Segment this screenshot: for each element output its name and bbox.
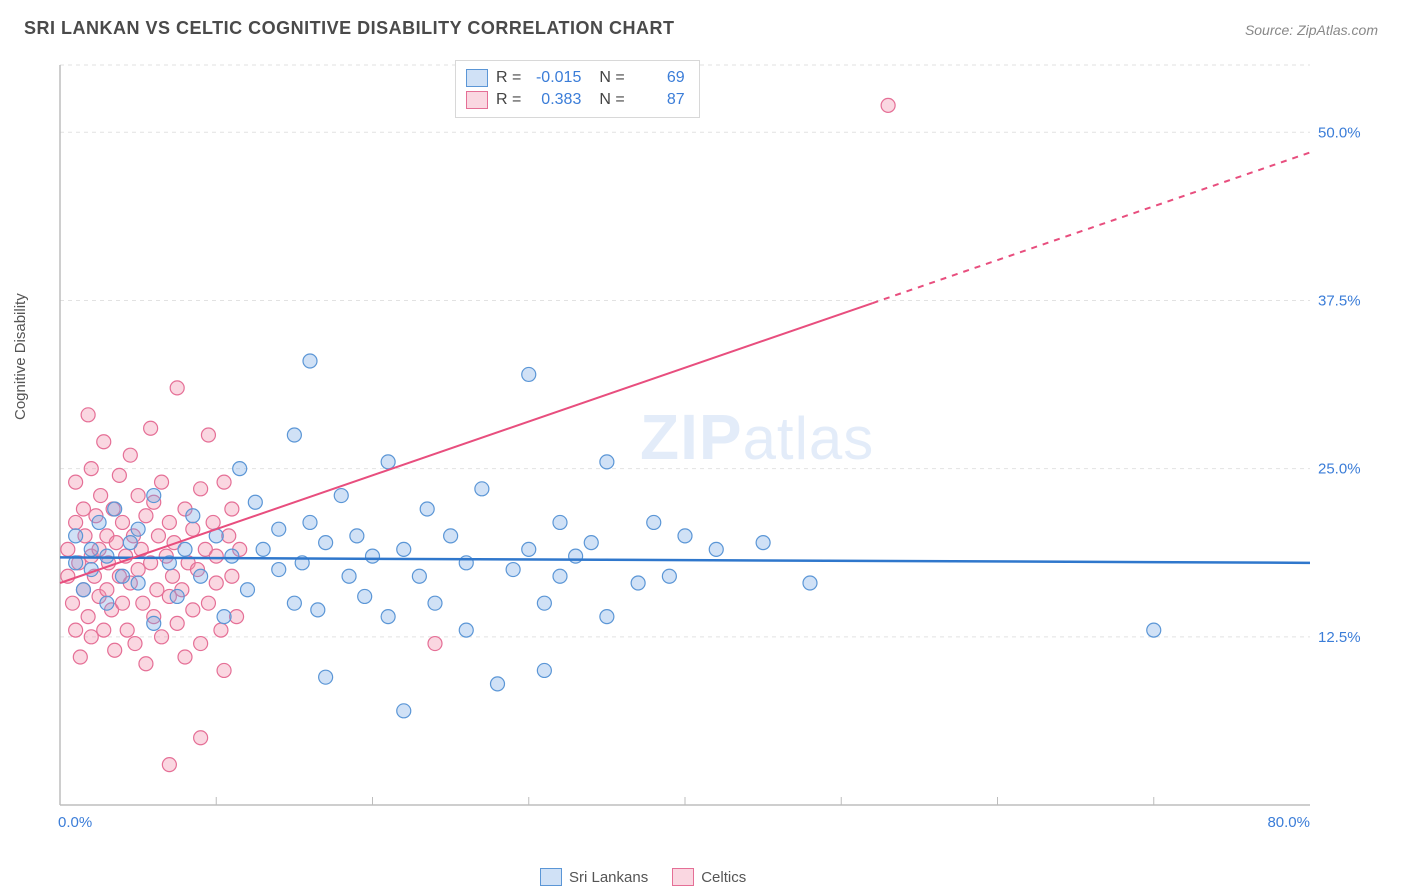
series-legend: Sri Lankans Celtics [540, 868, 746, 886]
r-value-srilankan: -0.015 [529, 69, 581, 87]
source-value: ZipAtlas.com [1297, 22, 1378, 38]
source-attribution: Source: ZipAtlas.com [1245, 22, 1378, 38]
scatter-chart-svg: 12.5% 25.0% 37.5% 50.0% 0.0% 80.0% [50, 55, 1370, 845]
legend-label-srilankan: Sri Lankans [569, 869, 648, 886]
legend-label-celtic: Celtics [701, 869, 746, 886]
legend-row-srilankan: R = -0.015 N = 69 [466, 67, 685, 89]
swatch-celtic [466, 91, 488, 109]
n-value-celtic: 87 [633, 91, 685, 109]
chart-plot-area: 12.5% 25.0% 37.5% 50.0% 0.0% 80.0% [50, 55, 1370, 845]
n-value-srilankan: 69 [633, 69, 685, 87]
legend-row-celtic: R = 0.383 N = 87 [466, 89, 685, 111]
svg-text:12.5%: 12.5% [1318, 629, 1361, 646]
source-label: Source: [1245, 22, 1293, 38]
swatch-srilankan-bottom [540, 868, 562, 886]
svg-text:37.5%: 37.5% [1318, 292, 1361, 309]
legend-item-celtic: Celtics [672, 868, 746, 886]
svg-text:80.0%: 80.0% [1267, 814, 1310, 831]
r-label: R = [496, 69, 521, 87]
r-value-celtic: 0.383 [529, 91, 581, 109]
chart-title: SRI LANKAN VS CELTIC COGNITIVE DISABILIT… [24, 18, 675, 39]
r-label: R = [496, 91, 521, 109]
n-label: N = [599, 91, 624, 109]
legend-item-srilankan: Sri Lankans [540, 868, 648, 886]
y-axis-label: Cognitive Disability [12, 293, 29, 420]
svg-text:25.0%: 25.0% [1318, 461, 1361, 478]
swatch-celtic-bottom [672, 868, 694, 886]
swatch-srilankan [466, 69, 488, 87]
svg-text:50.0%: 50.0% [1318, 124, 1361, 141]
svg-text:0.0%: 0.0% [58, 814, 92, 831]
n-label: N = [599, 69, 624, 87]
correlation-legend: R = -0.015 N = 69 R = 0.383 N = 87 [455, 60, 700, 118]
